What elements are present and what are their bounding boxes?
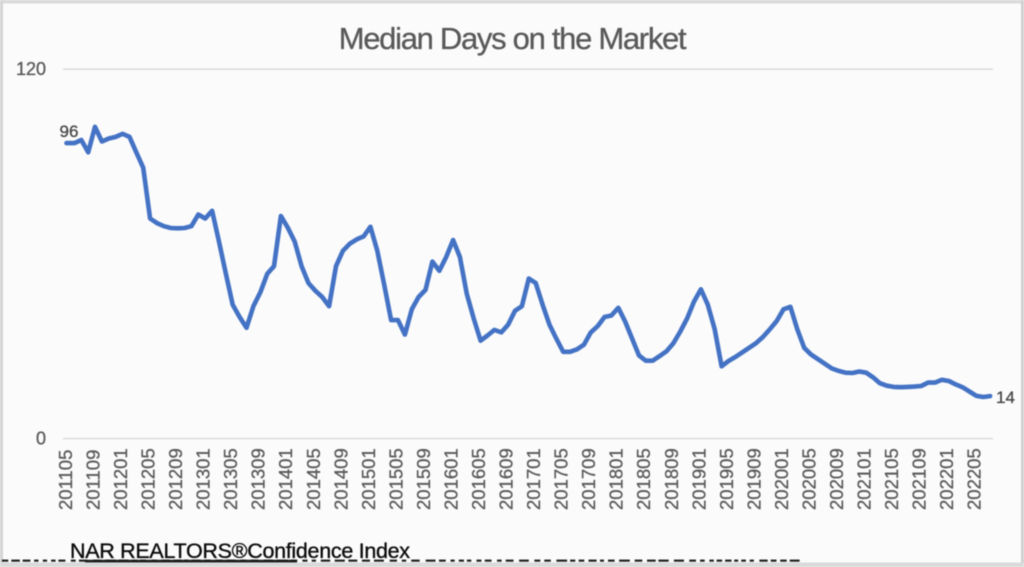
svg-text:201405: 201405 <box>303 448 324 510</box>
svg-text:201905: 201905 <box>716 448 737 510</box>
svg-text:201301: 201301 <box>193 448 214 510</box>
svg-text:202101: 202101 <box>854 448 875 510</box>
svg-text:201305: 201305 <box>220 448 241 510</box>
svg-text:201205: 201205 <box>138 448 159 510</box>
svg-text:201701: 201701 <box>523 448 544 510</box>
svg-text:202105: 202105 <box>881 448 902 510</box>
svg-text:201401: 201401 <box>275 448 296 510</box>
svg-text:201505: 201505 <box>385 448 406 510</box>
svg-text:201105: 201105 <box>55 450 76 510</box>
svg-text:201109: 201109 <box>82 450 103 510</box>
svg-text:201609: 201609 <box>496 448 517 510</box>
svg-text:201601: 201601 <box>441 448 462 510</box>
svg-text:96: 96 <box>60 122 79 141</box>
svg-text:201809: 201809 <box>661 448 682 510</box>
svg-text:201201: 201201 <box>110 448 131 510</box>
svg-text:201805: 201805 <box>633 448 654 510</box>
svg-text:202005: 202005 <box>799 448 820 510</box>
svg-text:120: 120 <box>16 59 46 79</box>
svg-text:201209: 201209 <box>165 448 186 510</box>
svg-text:201509: 201509 <box>413 448 434 510</box>
svg-text:201501: 201501 <box>358 448 379 510</box>
svg-text:0: 0 <box>36 428 46 448</box>
svg-text:202205: 202205 <box>964 448 985 510</box>
svg-text:201309: 201309 <box>248 448 269 510</box>
svg-text:NAR REALTORS®Confidence Index: NAR REALTORS®Confidence Index <box>70 539 410 563</box>
svg-text:201909: 201909 <box>743 448 764 510</box>
svg-text:202009: 202009 <box>826 448 847 510</box>
svg-text:201801: 201801 <box>606 448 627 510</box>
svg-text:201705: 201705 <box>551 448 572 510</box>
svg-text:201605: 201605 <box>468 448 489 510</box>
svg-text:201709: 201709 <box>578 448 599 510</box>
svg-text:14: 14 <box>996 388 1015 407</box>
svg-text:201409: 201409 <box>330 448 351 510</box>
svg-text:Median Days on the Market: Median Days on the Market <box>339 21 687 56</box>
svg-text:202201: 202201 <box>936 448 957 510</box>
svg-text:201901: 201901 <box>688 448 709 510</box>
svg-text:202001: 202001 <box>771 448 792 510</box>
svg-text:202109: 202109 <box>909 448 930 510</box>
